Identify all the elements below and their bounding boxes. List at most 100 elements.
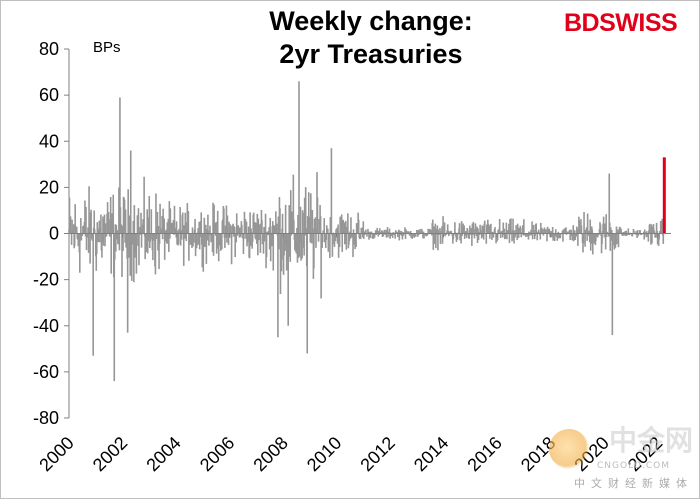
bar — [561, 230, 564, 234]
bar — [550, 231, 552, 234]
bar — [183, 233, 186, 239]
bar — [123, 199, 126, 234]
bar — [617, 229, 619, 234]
bar — [381, 233, 384, 237]
bar — [68, 197, 71, 234]
bar — [218, 233, 221, 246]
bar — [140, 212, 142, 234]
bar — [319, 216, 322, 234]
bar — [381, 230, 383, 234]
bar — [156, 211, 159, 234]
bar — [100, 214, 102, 234]
bar — [575, 233, 578, 237]
bar — [565, 227, 567, 234]
bar — [303, 197, 306, 234]
bar — [517, 233, 520, 238]
bar — [469, 225, 471, 234]
bar — [249, 212, 251, 234]
bar — [170, 222, 172, 234]
bar — [400, 231, 403, 234]
bar — [79, 233, 81, 273]
chart-title-line1: Weekly change: — [269, 6, 473, 36]
bar — [501, 230, 504, 234]
bar — [115, 224, 118, 234]
bar — [177, 233, 180, 245]
bar — [219, 233, 222, 251]
bar — [200, 212, 203, 234]
bar — [257, 233, 259, 256]
bar — [453, 233, 455, 236]
bar — [605, 233, 608, 237]
bar — [454, 222, 456, 234]
bar — [604, 227, 606, 234]
bar — [380, 231, 382, 234]
bar — [463, 225, 465, 234]
bar — [363, 233, 365, 239]
bar — [366, 233, 368, 237]
bar — [383, 233, 385, 235]
bar — [137, 233, 139, 246]
bar — [293, 219, 295, 234]
bar — [582, 233, 585, 244]
bar — [253, 221, 256, 234]
bar — [610, 233, 613, 241]
bar — [406, 231, 409, 234]
bar — [133, 233, 135, 283]
bar — [261, 219, 263, 234]
bar — [311, 233, 313, 244]
bar — [573, 233, 576, 235]
bar — [229, 226, 232, 234]
bar — [562, 229, 565, 234]
bar — [557, 231, 560, 234]
bar — [206, 233, 209, 240]
bar — [548, 229, 551, 234]
bar — [176, 233, 178, 245]
bar — [635, 231, 637, 234]
bar — [559, 233, 562, 239]
bar — [93, 210, 96, 234]
bar — [640, 233, 642, 236]
bar — [225, 205, 228, 234]
bar — [396, 231, 399, 234]
bar — [217, 233, 220, 262]
bar — [602, 216, 605, 234]
bar — [516, 223, 519, 234]
bar — [519, 227, 522, 234]
bar — [323, 218, 326, 234]
bar — [481, 233, 484, 237]
bar — [251, 233, 254, 242]
bar — [409, 233, 411, 236]
bar — [518, 227, 521, 234]
bar — [265, 233, 268, 258]
y-unit-label: BPs — [93, 39, 121, 56]
bar — [212, 233, 215, 256]
bar — [130, 233, 133, 281]
bar — [211, 233, 214, 253]
bar — [387, 233, 389, 238]
bar — [280, 233, 283, 272]
bar — [197, 228, 199, 234]
bar — [416, 229, 418, 234]
x-tick-label: 2008 — [249, 433, 291, 475]
bar — [512, 218, 514, 234]
x-tick-label: 2004 — [142, 433, 184, 475]
bar — [299, 206, 302, 234]
bar — [615, 233, 617, 245]
bar — [181, 212, 184, 234]
x-tick-label: 2006 — [196, 433, 238, 475]
bar — [192, 233, 194, 247]
bar — [542, 229, 544, 234]
bar — [302, 212, 304, 234]
bar — [247, 233, 249, 240]
bar — [650, 224, 653, 234]
bar — [488, 225, 491, 234]
bar — [405, 230, 408, 234]
bar — [296, 227, 298, 234]
bar — [345, 233, 348, 250]
bar — [482, 226, 484, 234]
bar — [317, 233, 320, 242]
x-tick-label: 2016 — [463, 433, 505, 475]
bar — [567, 231, 569, 234]
bar — [119, 97, 121, 234]
bar — [213, 204, 215, 234]
